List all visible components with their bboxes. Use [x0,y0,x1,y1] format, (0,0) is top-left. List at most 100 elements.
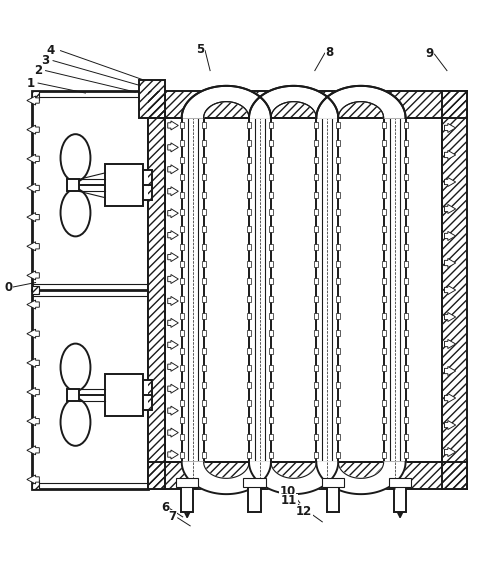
FancyArrow shape [27,96,40,105]
Bar [442,90,467,489]
Bar [404,244,407,250]
Bar [32,90,39,99]
Bar [247,227,251,232]
Polygon shape [182,462,271,494]
Bar [202,278,205,284]
Bar [404,122,407,128]
Bar [314,400,318,405]
Bar [382,244,386,250]
FancyArrow shape [27,358,40,367]
Bar [336,244,340,250]
Bar [247,330,251,336]
Bar [180,434,184,440]
FancyArrow shape [168,209,178,218]
Bar [404,365,407,371]
Bar [202,451,205,458]
Bar [404,348,407,354]
Bar [336,261,340,267]
Text: 0: 0 [4,281,12,294]
Bar [442,90,467,489]
Polygon shape [182,86,271,118]
Bar [314,278,318,284]
Bar [269,296,273,302]
FancyArrow shape [444,420,456,430]
Bar [244,478,266,486]
Bar [269,122,273,128]
FancyArrow shape [27,271,40,280]
Bar [269,451,273,458]
FancyArrow shape [444,178,456,186]
Bar [202,434,205,440]
FancyArrow shape [168,362,178,371]
Bar [404,261,407,267]
Polygon shape [316,86,406,118]
Bar [180,227,184,232]
Bar [176,478,199,486]
Bar [269,348,273,354]
Bar [247,140,251,146]
Bar [404,191,407,198]
Bar [336,157,340,163]
Bar [180,365,184,371]
Bar [404,434,407,440]
Bar [382,261,386,267]
Bar [404,313,407,319]
Bar [336,122,340,128]
Bar [269,261,273,267]
Bar [143,380,152,409]
Bar [202,417,205,423]
FancyArrow shape [168,143,178,152]
Bar [202,365,205,371]
Bar [314,157,318,163]
Bar [269,313,273,319]
Bar [269,400,273,405]
Ellipse shape [60,344,90,391]
FancyArrow shape [444,339,456,348]
Bar [202,122,205,128]
Bar [247,174,251,181]
Text: 7: 7 [168,511,177,523]
Bar [202,209,205,215]
Text: 6: 6 [161,501,170,515]
Bar [404,157,407,163]
Bar [314,330,318,336]
Bar [180,296,184,302]
Bar [148,90,165,489]
Bar [336,191,340,198]
Bar [202,330,205,336]
Bar [32,286,39,294]
Bar [336,330,340,336]
Bar [202,244,205,250]
Bar [247,209,251,215]
Bar [336,140,340,146]
Bar [202,174,205,181]
Text: 12: 12 [296,505,312,519]
FancyArrow shape [27,242,40,251]
Bar [181,481,194,512]
Bar [269,278,273,284]
Bar [180,191,184,198]
Bar [394,481,406,512]
Bar [165,118,442,462]
FancyArrow shape [168,297,178,305]
Bar [269,174,273,181]
Bar [148,462,467,489]
Ellipse shape [60,134,90,182]
Bar [247,244,251,250]
Bar [269,157,273,163]
Bar [202,227,205,232]
Text: 9: 9 [426,47,434,60]
FancyArrow shape [27,475,40,484]
Bar [336,434,340,440]
Bar [382,296,386,302]
FancyArrow shape [27,417,40,426]
FancyArrow shape [444,447,456,457]
Bar [269,330,273,336]
Text: 2: 2 [34,64,42,77]
Bar [148,90,467,118]
FancyArrow shape [27,329,40,338]
Bar [180,330,184,336]
Bar [314,244,318,250]
FancyArrow shape [168,252,178,262]
FancyArrow shape [168,274,178,283]
